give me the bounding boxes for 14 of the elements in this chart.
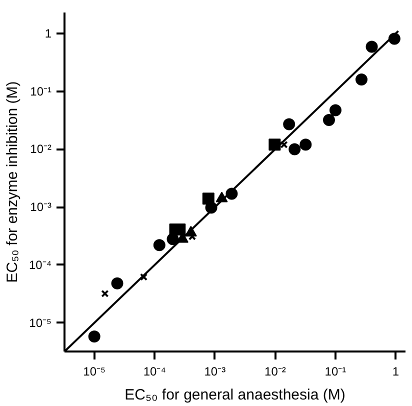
y-axis-title: EC₅₀ for enzyme inhibition (M) <box>4 81 21 283</box>
x-tick-label: 10⁻¹ <box>324 364 346 378</box>
y-tick-label: 10⁻¹ <box>30 84 52 98</box>
x-tick-label: 10⁻⁴ <box>143 364 166 378</box>
x-tick-label: 10⁻⁵ <box>83 364 106 378</box>
x-tick-label: 1 <box>392 364 400 378</box>
x-axis-title: EC₅₀ for general anaesthesia (M) <box>124 386 346 404</box>
y-tick-label: 1 <box>44 26 52 40</box>
x-tick-label: 10⁻² <box>264 364 286 378</box>
y-tick-label: 10⁻⁵ <box>29 316 52 330</box>
y-tick-label: 10⁻⁴ <box>28 258 52 272</box>
x-tick-label: 10⁻³ <box>204 364 226 378</box>
y-tick-label: 10⁻² <box>30 142 52 156</box>
y-tick-label: 10⁻³ <box>30 200 52 214</box>
